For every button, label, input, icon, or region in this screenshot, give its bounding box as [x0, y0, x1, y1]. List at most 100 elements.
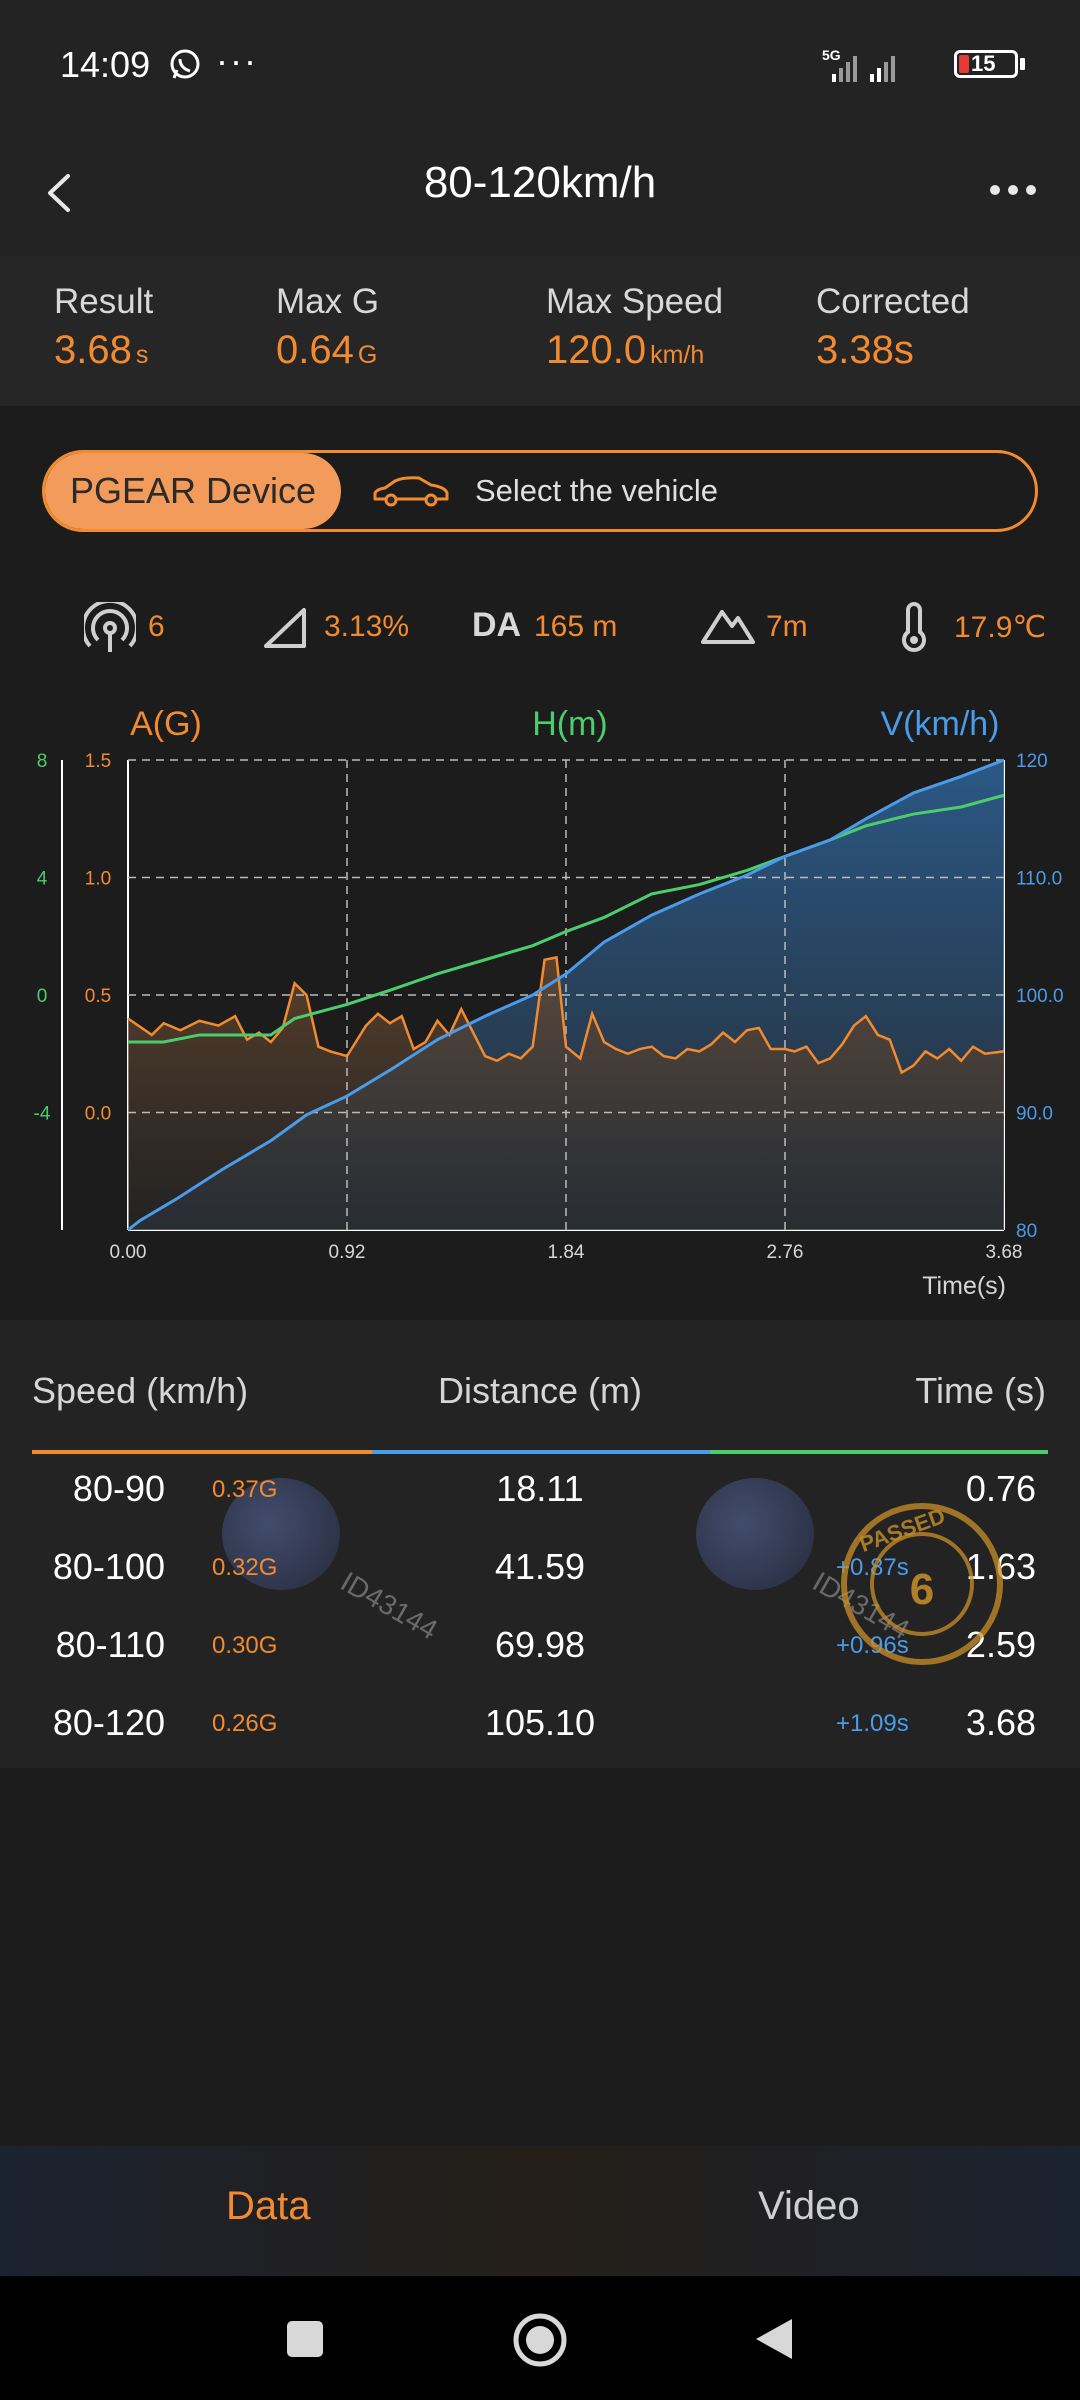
h-axis-title: H(m) — [532, 705, 608, 743]
page-title: 80-120km/h — [423, 158, 657, 207]
row-g: 0.26G — [212, 1710, 278, 1737]
h-tick-label: 0 — [37, 986, 48, 1007]
accel-area — [128, 957, 1004, 1230]
header-distance: Distance (m) — [437, 1370, 643, 1411]
header-time: Time (s) — [915, 1370, 1046, 1411]
stat-max-g: Max G 0.64 G — [276, 282, 379, 373]
home-icon[interactable] — [512, 2312, 568, 2368]
row-time: 0.76 — [965, 1468, 1036, 1509]
altitude-value: 7m — [766, 610, 808, 643]
row-g: 0.37G — [212, 1476, 278, 1503]
whatsapp-icon — [170, 49, 200, 79]
row-time: 3.68 — [965, 1702, 1036, 1743]
row-distance: 105.10 — [484, 1702, 596, 1743]
speed-series-line — [127, 758, 1005, 1232]
stat-label: Result — [54, 282, 154, 321]
chart-svg: A(G) H(m) V(km/h) 1.5 1.0 0.5 0.0 8 4 0 -4 120 110.0… — [34, 705, 1064, 1300]
v-tick-label: 80 — [1016, 1221, 1037, 1242]
battery-tip — [1020, 58, 1025, 70]
v-tick-label: 90.0 — [1016, 1104, 1053, 1125]
watermark-avatar — [696, 1478, 814, 1590]
watermark-avatar — [222, 1478, 340, 1590]
stat-max-speed: Max Speed 120.0 km/h — [546, 282, 723, 373]
stat-unit: s — [135, 341, 149, 369]
temperature-value: 17.9℃ — [954, 611, 1047, 644]
stat-label: Max G — [276, 282, 380, 321]
more-options-icon[interactable] — [980, 170, 1050, 210]
device-button[interactable]: PGEAR Device — [45, 453, 341, 529]
x-tick-label: 1.84 — [548, 1242, 585, 1263]
x-tick-label: 0.00 — [110, 1242, 147, 1263]
row-distance: 41.59 — [494, 1546, 586, 1587]
stat-value: 0.64 — [276, 328, 354, 372]
result-stats: Result 3.68 s Max G 0.64 G Max Speed 120.0… — [0, 256, 1080, 406]
stat-unit: km/h — [650, 341, 705, 369]
bottom-tab-bar: Data Video — [0, 2146, 1080, 2276]
split-times-table: Speed (km/h) Distance (m) Time (s) ID431… — [0, 1320, 1080, 1768]
device-vehicle-selector: PGEAR Device Select the vehicle — [42, 450, 1038, 532]
row-distance: 18.11 — [496, 1468, 584, 1509]
table-row: 80-120 0.26G 105.10 +1.09s 3.68 — [0, 1702, 1080, 1780]
battery-icon: 15 — [954, 50, 1018, 78]
slope-icon — [264, 608, 306, 648]
environment-info: 6 3.13% DA 165 m 7m 17.9℃ — [0, 592, 1080, 662]
a-tick-label: 0.5 — [85, 986, 111, 1007]
x-tick-label: 3.68 — [986, 1242, 1023, 1263]
row-distance: 69.98 — [494, 1624, 586, 1665]
back-icon[interactable] — [752, 2316, 796, 2362]
recents-icon[interactable] — [286, 2320, 324, 2358]
row-speed: 80-90 — [72, 1468, 165, 1509]
stat-value: 3.68 — [54, 328, 132, 372]
stat-corrected: Corrected 3.38s — [816, 282, 970, 373]
h-tick-label: 8 — [37, 751, 48, 772]
row-speed: 80-100 — [52, 1546, 165, 1587]
battery-level: 15 — [971, 51, 996, 76]
stat-label: Max Speed — [546, 282, 724, 321]
slope-value: 3.13% — [324, 610, 410, 643]
a-tick-label: 0.0 — [85, 1104, 111, 1125]
header-underline-distance — [372, 1450, 710, 1454]
v-axis-title: V(km/h) — [881, 705, 1000, 743]
signal-icon: 5G — [822, 47, 895, 82]
x-tick-label: 0.92 — [329, 1242, 366, 1263]
x-axis-title: Time(s) — [922, 1272, 1006, 1300]
a-axis-title: A(G) — [130, 705, 202, 743]
app-bar: 80-120km/h — [0, 130, 1080, 256]
mountain-icon — [701, 610, 755, 644]
table-row: 80-100 0.32G 41.59 +0.87s 1.63 — [0, 1546, 1080, 1624]
v-tick-label: 110.0 — [1016, 869, 1062, 890]
header-underline-time — [710, 1450, 1048, 1454]
select-vehicle-button[interactable]: Select the vehicle — [475, 473, 718, 508]
header-speed: Speed (km/h) — [32, 1370, 249, 1411]
car-icon[interactable] — [369, 473, 453, 509]
tab-video[interactable]: Video — [758, 2184, 860, 2228]
satellite-signal-icon — [84, 602, 136, 652]
stamp-number: 6 — [910, 1565, 934, 1614]
passed-stamp: PASSED 6 — [841, 1503, 1003, 1665]
h-tick-label: -4 — [34, 1104, 51, 1125]
satellite-count: 6 — [148, 610, 165, 643]
status-bar: 14:09 ··· 5G 15 — [0, 0, 1080, 130]
thermometer-icon — [902, 602, 926, 652]
x-tick-label: 2.76 — [767, 1242, 804, 1263]
v-tick-label: 100.0 — [1016, 986, 1064, 1007]
row-speed: 80-110 — [55, 1624, 165, 1665]
a-tick-label: 1.5 — [85, 751, 111, 772]
table-row: 80-90 0.37G 18.11 0.76 — [0, 1468, 1080, 1546]
stat-value: 120.0 — [546, 328, 647, 372]
row-g: 0.30G — [212, 1632, 278, 1659]
status-time: 14:09 — [60, 44, 151, 85]
system-navigation — [0, 2276, 1080, 2400]
row-speed: 80-120 — [52, 1702, 165, 1743]
stat-result: Result 3.68 s — [54, 282, 153, 373]
table-row: 80-110 0.30G 69.98 +0.96s 2.59 — [0, 1624, 1080, 1702]
stat-unit: G — [357, 341, 378, 369]
row-delta: +1.09s — [836, 1710, 909, 1737]
network-type-label: 5G — [822, 47, 841, 63]
back-arrow-icon[interactable] — [30, 158, 100, 228]
da-value: 165 m — [534, 610, 618, 643]
row-g: 0.32G — [212, 1554, 278, 1581]
stat-label: Corrected — [816, 282, 970, 321]
tab-data[interactable]: Data — [226, 2184, 311, 2228]
row-time: 2.59 — [965, 1624, 1036, 1665]
